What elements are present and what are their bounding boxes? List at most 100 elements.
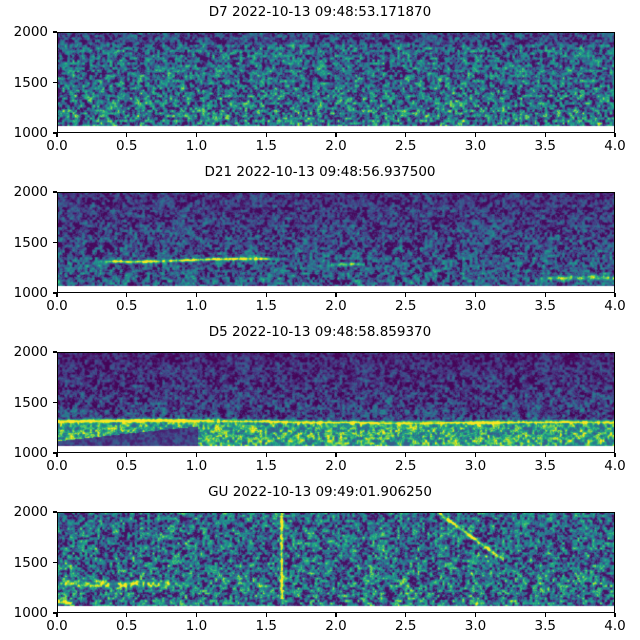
y-tick-label: 2000 — [13, 504, 48, 520]
y-tick-mark — [53, 401, 57, 404]
x-tick-mark — [195, 613, 198, 617]
x-tick-mark — [474, 613, 477, 617]
x-tick-label: 1.0 — [185, 618, 208, 634]
x-tick-label: 1.5 — [255, 298, 277, 314]
x-tick-mark — [56, 293, 58, 297]
x-tick-mark — [56, 613, 58, 617]
x-tick-mark — [335, 293, 337, 297]
y-tick-label: 1500 — [13, 74, 48, 91]
y-tick-mark — [53, 31, 57, 33]
x-tick-label: 2.0 — [325, 138, 347, 154]
x-tick-mark — [265, 293, 267, 297]
x-tick-label: 0.5 — [116, 298, 138, 314]
x-tick-label: 0.0 — [46, 138, 68, 154]
x-tick-mark — [56, 133, 58, 137]
y-tick-label: 1000 — [13, 285, 48, 301]
x-tick-mark — [474, 133, 477, 137]
x-tick-label: 0.0 — [46, 618, 68, 634]
x-tick-mark — [474, 293, 477, 297]
x-tick-mark — [405, 293, 407, 297]
y-tick-label: 1500 — [13, 234, 48, 251]
x-tick-mark — [405, 613, 407, 617]
y-tick-label: 1000 — [13, 445, 48, 461]
x-tick-mark — [126, 453, 128, 457]
spectrogram-panel-d21: D21 2022-10-13 09:48:56.937500 1000 1500 20… — [0, 160, 640, 320]
plot-area — [57, 192, 615, 293]
plot-area — [57, 32, 615, 133]
x-tick-label: 0.0 — [46, 458, 68, 474]
y-tick-mark — [53, 241, 57, 244]
x-tick-label: 2.5 — [395, 298, 417, 314]
x-tick-label: 3.0 — [464, 458, 487, 474]
x-tick-label: 1.0 — [185, 298, 208, 314]
x-tick-label: 2.5 — [395, 458, 417, 474]
x-tick-label: 1.0 — [185, 138, 208, 154]
y-tick-mark — [53, 132, 57, 134]
x-tick-mark — [474, 453, 477, 457]
spectrogram-image — [58, 513, 614, 612]
x-tick-mark — [614, 453, 616, 457]
x-tick-label: 0.5 — [116, 138, 138, 154]
x-tick-mark — [335, 613, 337, 617]
x-tick-label: 4.0 — [604, 138, 626, 154]
x-tick-mark — [265, 453, 267, 457]
x-tick-label: 2.5 — [395, 138, 417, 154]
panel-title: D5 2022-10-13 09:48:58.859370 — [208, 324, 432, 340]
spectrogram-panel-gu: GU 2022-10-13 09:49:01.906250 1000 1500 200… — [0, 480, 640, 640]
x-tick-label: 1.5 — [255, 138, 277, 154]
y-tick-label: 2000 — [13, 184, 48, 200]
x-tick-mark — [335, 133, 337, 137]
x-tick-mark — [195, 293, 198, 297]
y-tick-label: 1000 — [13, 605, 48, 621]
x-tick-label: 3.5 — [534, 138, 556, 154]
y-tick-mark — [53, 612, 57, 614]
y-tick-label: 2000 — [13, 24, 48, 40]
x-tick-mark — [126, 613, 128, 617]
y-tick-mark — [53, 292, 57, 294]
y-tick-label: 2000 — [13, 344, 48, 360]
x-tick-mark — [195, 453, 198, 457]
spectrogram-image — [58, 193, 614, 292]
x-tick-label: 3.5 — [534, 458, 556, 474]
x-tick-mark — [265, 133, 267, 137]
y-tick-label: 1000 — [13, 125, 48, 141]
y-tick-mark — [53, 452, 57, 454]
x-tick-label: 1.5 — [255, 458, 277, 474]
spectrogram-panel-d7: D7 2022-10-13 09:48:53.171870 1000 1500 200… — [0, 0, 640, 160]
x-tick-label: 3.5 — [534, 618, 556, 634]
x-tick-mark — [614, 133, 616, 137]
x-tick-label: 3.5 — [534, 298, 556, 314]
x-tick-mark — [544, 293, 546, 297]
panel-title: GU 2022-10-13 09:49:01.906250 — [208, 484, 432, 500]
x-tick-label: 3.0 — [464, 298, 487, 314]
x-tick-mark — [405, 133, 407, 137]
x-tick-mark — [126, 293, 128, 297]
plot-area — [57, 352, 615, 453]
x-tick-mark — [405, 453, 407, 457]
x-tick-mark — [544, 133, 546, 137]
spectrogram-image — [58, 33, 614, 132]
x-tick-label: 4.0 — [604, 298, 626, 314]
x-tick-label: 0.0 — [46, 298, 68, 314]
x-tick-label: 0.5 — [116, 458, 138, 474]
x-tick-label: 2.0 — [325, 618, 347, 634]
x-tick-label: 2.5 — [395, 618, 417, 634]
x-tick-mark — [195, 133, 198, 137]
x-tick-label: 4.0 — [604, 458, 626, 474]
y-tick-mark — [53, 511, 57, 513]
spectrogram-image — [58, 353, 614, 452]
y-tick-mark — [53, 81, 57, 84]
y-tick-mark — [53, 191, 57, 193]
x-tick-mark — [614, 613, 616, 617]
x-tick-mark — [335, 453, 337, 457]
x-tick-label: 2.0 — [325, 298, 347, 314]
y-tick-mark — [53, 561, 57, 564]
spectrogram-panel-d5: D5 2022-10-13 09:48:58.859370 1000 1500 200… — [0, 320, 640, 480]
x-tick-label: 0.5 — [116, 618, 138, 634]
x-tick-label: 4.0 — [604, 618, 626, 634]
y-tick-label: 1500 — [13, 394, 48, 411]
x-tick-mark — [544, 613, 546, 617]
x-tick-mark — [56, 453, 58, 457]
x-tick-label: 3.0 — [464, 618, 487, 634]
